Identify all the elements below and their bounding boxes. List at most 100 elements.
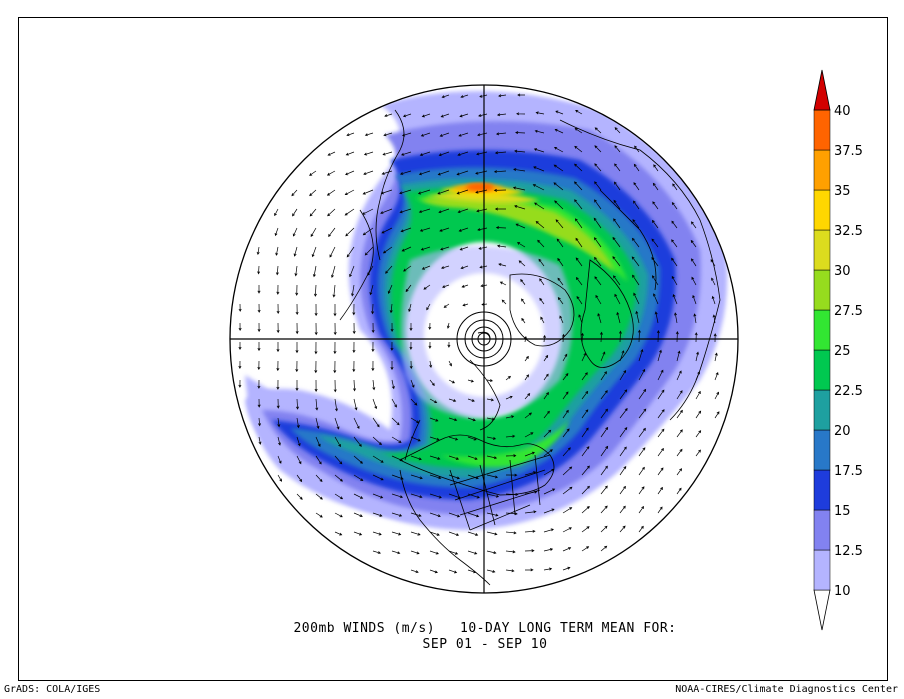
wind-arrow [418, 208, 431, 214]
graticule [230, 85, 738, 593]
colorbar-swatch [813, 349, 831, 391]
wind-arrow [459, 113, 469, 118]
wind-arrow [418, 170, 431, 176]
wind-arrow [352, 379, 357, 392]
colorbar-swatch [813, 189, 831, 231]
wind-arrow [557, 297, 564, 305]
wind-arrow [505, 395, 513, 400]
wind-arrow [505, 454, 517, 458]
wind-arrow [562, 391, 569, 400]
wind-arrow [653, 164, 659, 172]
wind-arrow [612, 256, 621, 267]
wind-arrow [672, 183, 678, 191]
wind-arrow [448, 379, 456, 384]
wind-arrow [372, 398, 378, 410]
wind-arrow [614, 163, 621, 172]
wind-arrow [599, 331, 603, 343]
wind-arrow [657, 369, 664, 381]
colorbar-swatch [813, 149, 831, 191]
wind-arrow [257, 322, 261, 333]
wind-band-25-america [440, 420, 570, 468]
colorbar-tick-label: 27.5 [834, 304, 863, 319]
colorbar-tick-label: 30 [834, 264, 851, 279]
wind-arrow [501, 299, 507, 305]
wind-arrow [486, 474, 499, 479]
wind-arrow [619, 389, 628, 400]
wind-arrow [575, 277, 583, 286]
wind-arrow [439, 227, 450, 232]
wind-arrow [296, 417, 300, 429]
wind-arrow [459, 246, 469, 251]
wind-arrow [613, 181, 621, 191]
wind-arrow [421, 113, 431, 118]
wind-arrow [574, 218, 583, 229]
wind-arrow [295, 398, 300, 410]
wind-arrow [295, 342, 299, 354]
wind-arrow [429, 436, 440, 441]
wind-arrow [429, 455, 441, 460]
wind-arrow [676, 468, 683, 476]
wind-arrow [495, 132, 507, 136]
wind-arrow [423, 284, 431, 290]
wind-arrow [594, 181, 602, 191]
wind-arrow [676, 487, 682, 495]
wind-arrow [467, 436, 477, 441]
wind-arrow [448, 455, 460, 460]
wind-arrow [505, 531, 517, 535]
wind-arrow [467, 531, 479, 536]
wind-arrow [619, 446, 627, 457]
wind-arrow [652, 182, 659, 191]
wind-vectors [238, 93, 720, 574]
wind-arrow [657, 409, 665, 419]
wind-arrow [275, 265, 279, 276]
wind-arrow [442, 284, 450, 288]
wind-arrow [535, 221, 545, 229]
wind-arrow [400, 227, 412, 233]
wind-arrow [632, 219, 640, 229]
wind-arrow [533, 166, 545, 172]
wind-arrow [334, 455, 343, 465]
wind-arrow [258, 417, 262, 427]
wind-arrow [574, 145, 583, 153]
wind-arrow [353, 417, 360, 430]
wind-arrow [675, 331, 679, 343]
wind-arrow [633, 200, 640, 210]
wind-arrow [369, 284, 374, 296]
wind-arrow [573, 181, 583, 191]
wind-arrow [353, 531, 363, 536]
wind-arrow [456, 170, 469, 176]
wind-arrow [437, 170, 450, 176]
wind-arrow [383, 132, 393, 137]
wind-arrow [381, 170, 393, 175]
wind-arrow [326, 170, 336, 176]
wind-arrow [676, 390, 683, 400]
wind-arrow [274, 208, 279, 217]
wind-arrow [638, 427, 646, 438]
wind-arrow [600, 485, 608, 495]
wind-arrow [524, 549, 535, 553]
wind-arrow [714, 372, 719, 381]
wind-arrow [332, 284, 336, 298]
wind-arrow [371, 303, 375, 315]
wind-arrow [537, 239, 545, 248]
wind-arrow [543, 548, 554, 552]
plot-frame [18, 17, 888, 681]
wind-arrow [391, 379, 395, 390]
wind-arrow [690, 239, 697, 248]
wind-arrow [328, 227, 336, 237]
wind-arrow [349, 265, 355, 278]
wind-arrow [638, 506, 645, 514]
wind-arrow [399, 208, 412, 214]
wind-arrow [420, 246, 431, 251]
wind-arrow [514, 149, 526, 153]
wind-arrow [426, 303, 431, 311]
wind-arrow [671, 201, 678, 210]
wind-arrow [334, 512, 343, 518]
wind-arrow [372, 436, 382, 446]
colorbar-swatch [813, 509, 831, 551]
wind-arrow [712, 314, 716, 324]
wind-arrow [657, 486, 663, 495]
wind-arrow [409, 323, 413, 332]
wind-arrow [315, 436, 321, 447]
wind-arrow [695, 390, 701, 400]
